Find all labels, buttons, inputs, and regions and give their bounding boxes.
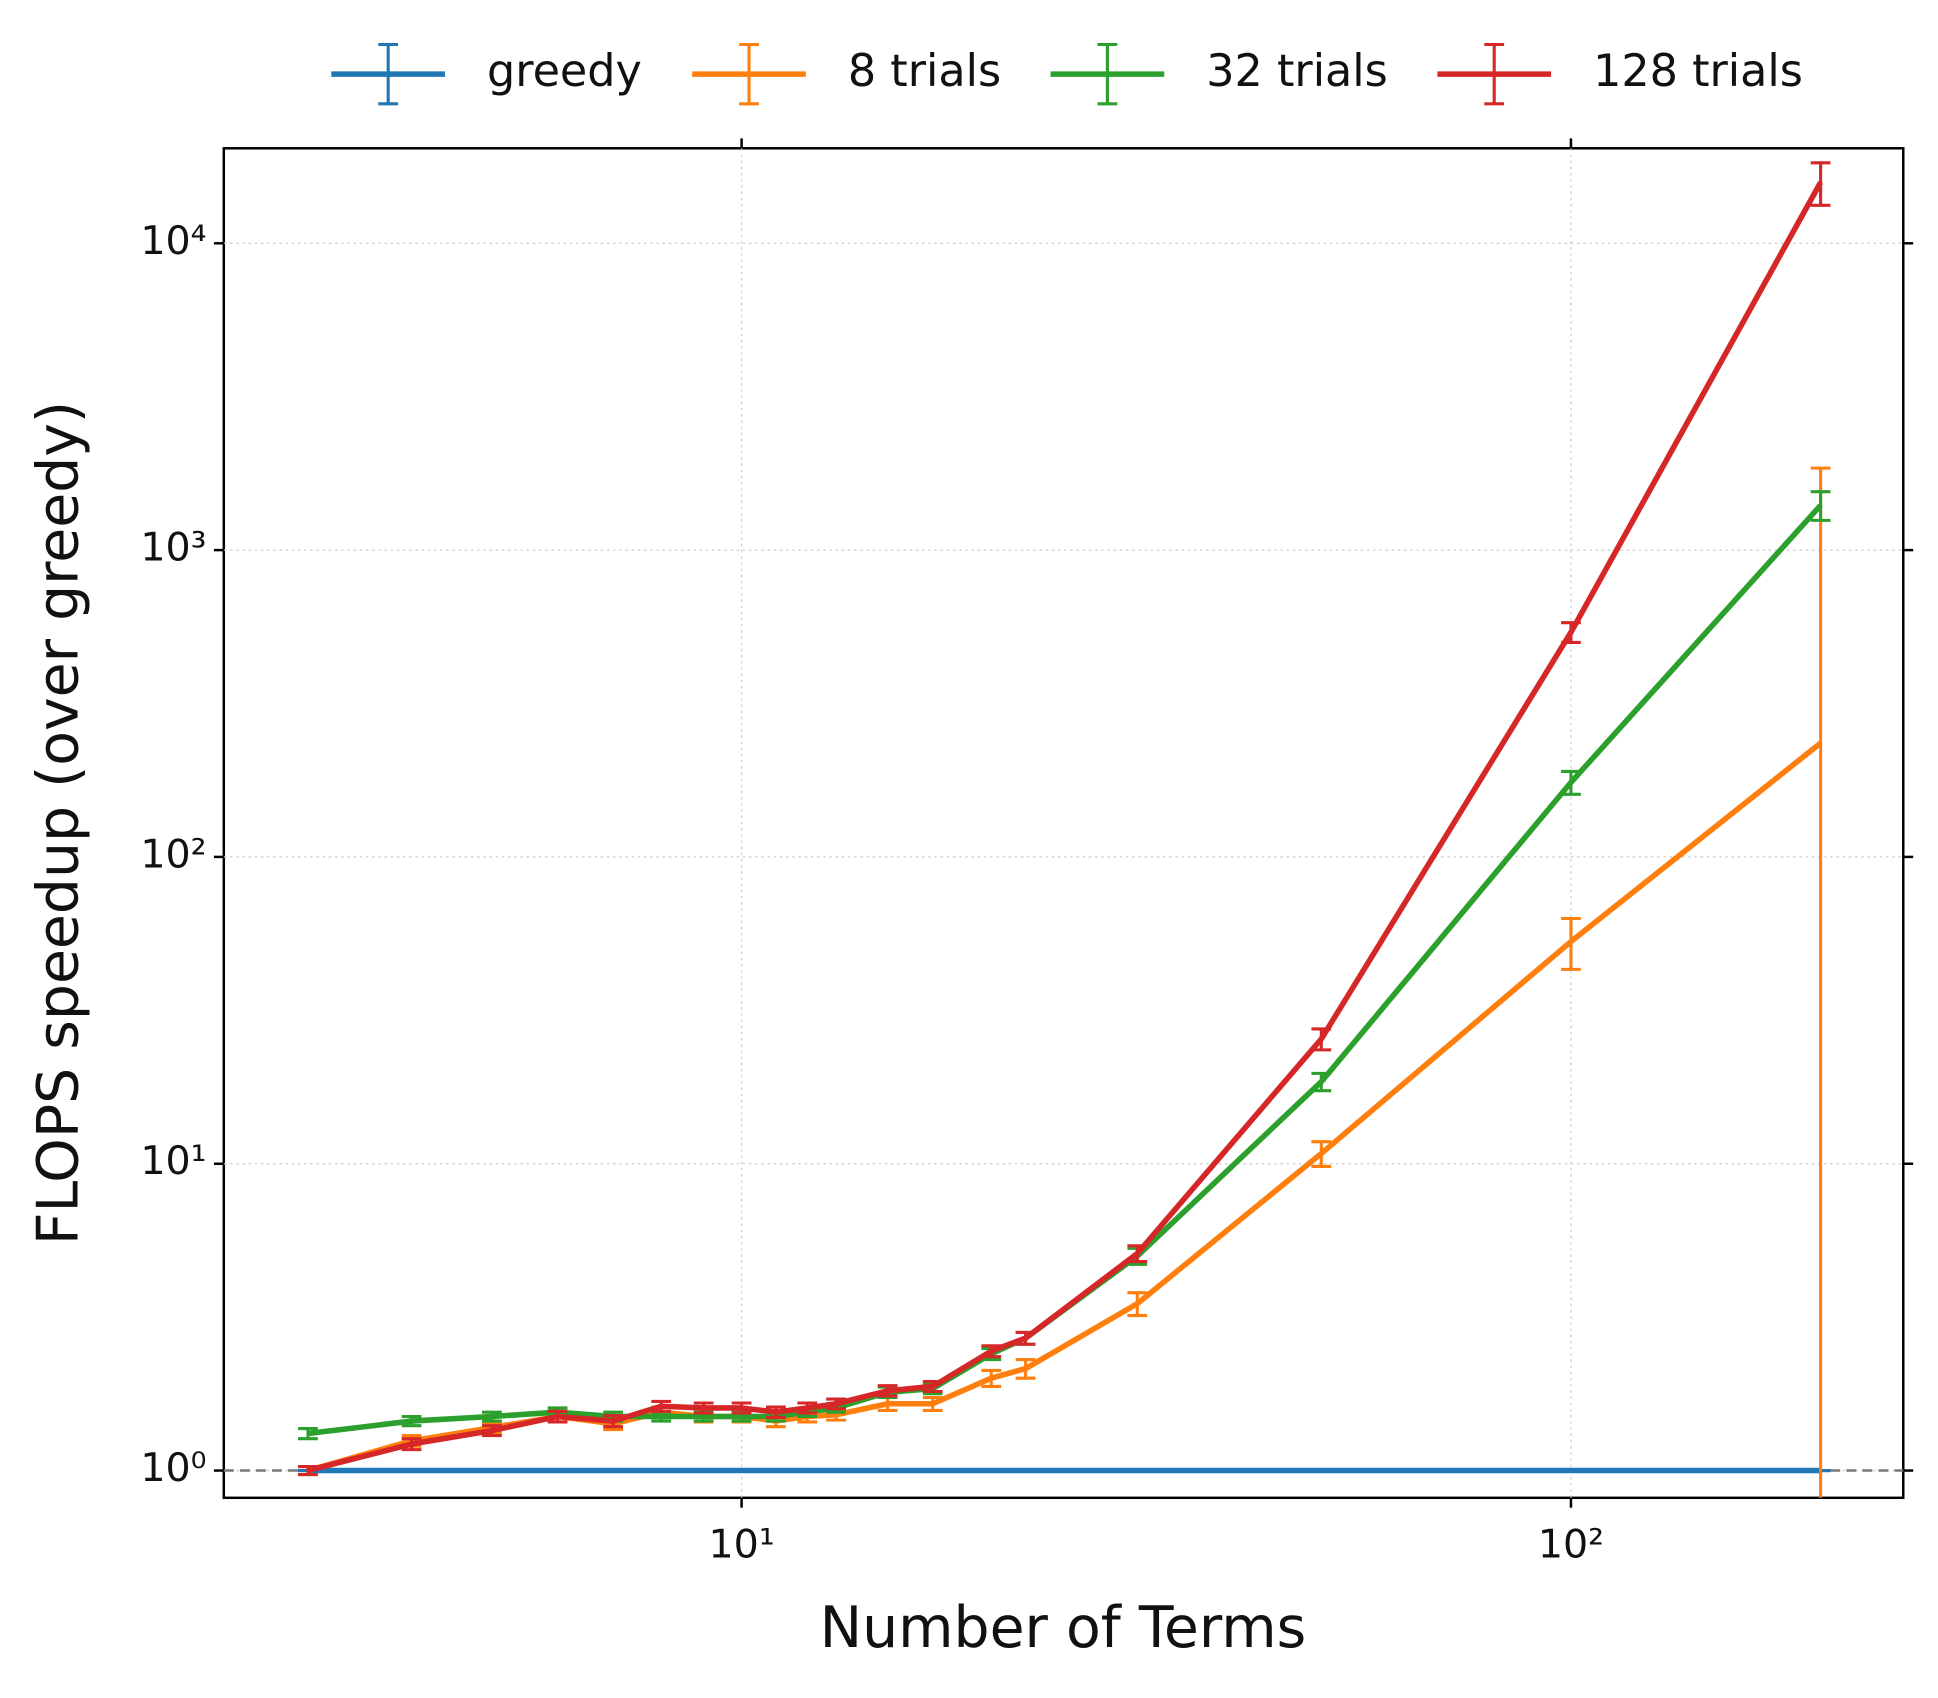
legend-label: 128 trials (1593, 46, 1803, 97)
y-tick-label: 10¹ (140, 1138, 206, 1184)
y-tick-label: 10² (140, 831, 206, 877)
y-tick-label: 10³ (140, 525, 206, 571)
y-axis-label: FLOPS speedup (over greedy) (26, 401, 92, 1245)
legend-label: 32 trials (1206, 46, 1388, 97)
y-tick-label: 10⁰ (140, 1445, 206, 1491)
legend-label: 8 trials (848, 46, 1001, 97)
x-axis-label: Number of Terms (820, 1595, 1307, 1661)
series-line (307, 181, 1824, 1474)
x-tick-label: 10² (1538, 1522, 1604, 1568)
y-tick-label: 10⁴ (140, 218, 206, 264)
plot-frame (222, 147, 1905, 1500)
series-line (307, 740, 1823, 1474)
x-tick-label: 10¹ (709, 1522, 775, 1568)
legend-label: greedy (487, 46, 642, 97)
series-line (307, 503, 1823, 1437)
